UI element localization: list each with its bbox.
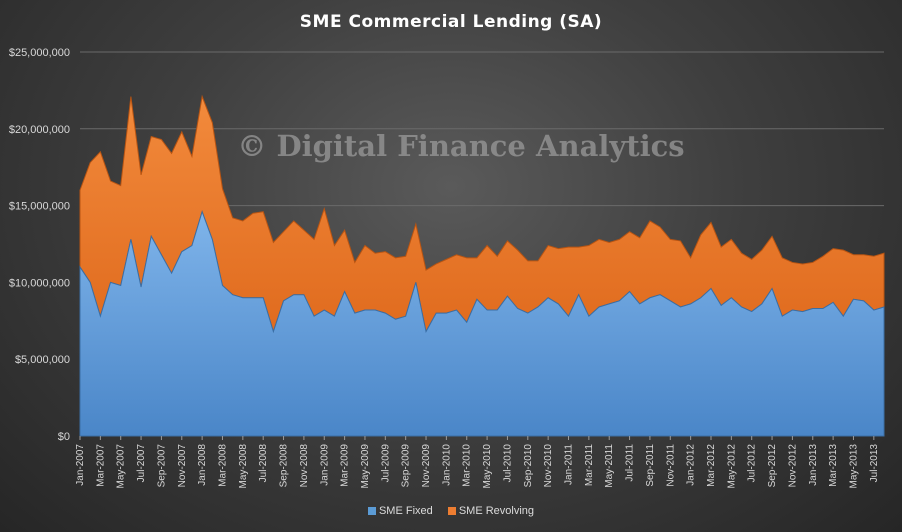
legend-swatch-revolving xyxy=(447,507,456,515)
x-tick-label: Jan-2007 xyxy=(75,444,86,486)
x-tick-label: Mar-2011 xyxy=(584,444,595,486)
x-tick-label: Nov-2007 xyxy=(177,444,188,488)
x-tick-label: Jul-2011 xyxy=(625,444,636,482)
x-tick-label: Jul-2010 xyxy=(502,444,513,483)
x-tick-label: Jan-2012 xyxy=(686,444,697,486)
x-tick-label: Jan-2009 xyxy=(319,444,330,486)
x-tick-label: Mar-2009 xyxy=(340,444,351,487)
x-tick-label: Sep-2010 xyxy=(523,444,534,488)
y-axis-ticks: $0 $5,000,000 $10,000,000 $15,000,000 $20,00… xyxy=(9,47,70,443)
x-tick-label: Jul-2009 xyxy=(380,444,391,483)
x-tick-label: Mar-2012 xyxy=(706,444,717,487)
x-tick-label: Sep-2008 xyxy=(279,444,290,488)
legend-item-revolving: SME Revolving xyxy=(447,505,535,517)
x-axis-ticks: Jan-2007 Mar-2007 May-2007 Jul-2007 Sep-2007… xyxy=(75,436,880,488)
legend: SME Fixed SME Revolving xyxy=(0,505,902,517)
x-tick-label: Sep-2011 xyxy=(645,444,656,487)
x-tick-label: May-2010 xyxy=(482,444,493,489)
y-tick-label: $15,000,000 xyxy=(9,201,70,213)
x-tick-label: May-2012 xyxy=(726,444,737,489)
x-tick-label: Mar-2008 xyxy=(217,444,228,487)
x-tick-label: Jan-2011 xyxy=(564,444,575,485)
y-tick-label: $5,000,000 xyxy=(15,354,70,366)
y-tick-label: $25,000,000 xyxy=(9,47,70,59)
y-tick-label: $0 xyxy=(58,431,70,443)
chart-title: SME Commercial Lending (SA) xyxy=(299,12,603,32)
x-tick-label: Jul-2007 xyxy=(136,444,147,483)
x-tick-label: May-2008 xyxy=(238,444,249,489)
x-tick-label: Nov-2012 xyxy=(787,444,798,488)
x-tick-label: Sep-2007 xyxy=(156,444,167,488)
legend-swatch-fixed xyxy=(367,507,376,515)
legend-label-fixed: SME Fixed xyxy=(378,505,433,517)
x-tick-label: Nov-2011 xyxy=(665,444,676,487)
x-tick-label: Jan-2010 xyxy=(441,444,452,486)
x-tick-label: May-2013 xyxy=(848,444,859,489)
x-tick-label: May-2011 xyxy=(604,444,615,488)
x-tick-label: Nov-2010 xyxy=(543,444,554,488)
y-tick-label: $10,000,000 xyxy=(9,277,70,289)
x-tick-label: Sep-2012 xyxy=(767,444,778,488)
x-tick-label: May-2009 xyxy=(360,444,371,489)
x-tick-label: Mar-2013 xyxy=(828,444,839,487)
x-tick-label: Jul-2012 xyxy=(747,444,758,483)
y-tick-label: $20,000,000 xyxy=(9,124,70,136)
legend-item-fixed: SME Fixed xyxy=(367,505,433,517)
x-tick-label: Nov-2009 xyxy=(421,444,432,488)
x-tick-label: Sep-2009 xyxy=(401,444,412,488)
x-tick-label: May-2007 xyxy=(116,444,127,489)
x-tick-label: Jan-2013 xyxy=(808,444,819,486)
series-area-sme-fixed xyxy=(79,210,885,437)
x-tick-label: Nov-2008 xyxy=(299,444,310,488)
legend-label-revolving: SME Revolving xyxy=(458,505,535,517)
x-tick-label: Mar-2010 xyxy=(462,444,473,487)
x-tick-label: Jul-2008 xyxy=(258,444,269,483)
x-tick-label: Jul-2013 xyxy=(869,444,880,483)
watermark-text: © Digital Finance Analytics xyxy=(237,129,684,163)
x-tick-label: Mar-2007 xyxy=(95,444,106,487)
x-tick-label: Jan-2008 xyxy=(197,444,208,486)
